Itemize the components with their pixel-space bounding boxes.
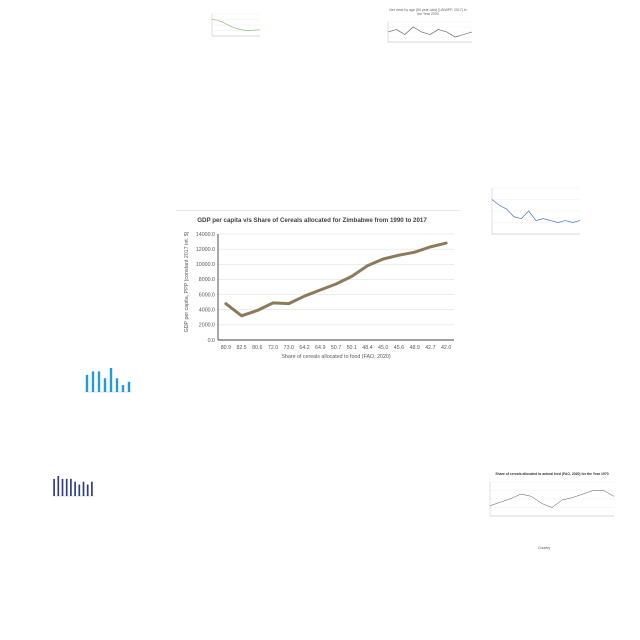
thumb-bar [91,371,95,392]
data-point [288,303,290,305]
y-tick-labels: 0.0 2000.0 4000.0 6000.0 8000.0 10000.0 12000.… [196,232,215,344]
thumb-series-line [387,26,473,38]
data-point [303,295,306,297]
x-tick-label: 42.0 [441,345,451,351]
data-point [272,302,274,304]
series-line [224,241,448,318]
x-tick-label: 73.0 [284,345,294,351]
thumb-bar [82,481,85,496]
data-point [335,283,337,285]
thumb-navy-bar-chart [52,476,94,497]
thumb-bar [74,481,76,496]
thumb-animal-feed-xlabel: Country [538,546,551,550]
x-tick-label: 64.9 [315,345,325,351]
thumb-bar [103,378,107,392]
y-tick-label: 8000.0 [199,277,215,283]
x-tick-label: 50.1 [347,345,357,351]
main-chart-svg: GDP per capita v/s Share of Cereals allo… [184,217,454,360]
thumb-bar [57,476,60,496]
thumb-bar [109,368,113,392]
thumb-bar [53,478,55,496]
x-tick-label: 45.0 [378,345,388,351]
thumb-bar [115,378,119,392]
data-point [429,246,431,248]
x-tick-label: 72.0 [268,345,278,351]
thumb-bar [97,371,101,392]
thumb-bar [121,385,125,392]
thumb-bar [85,374,89,392]
data-point [256,309,258,312]
x-tick-label: 45.6 [394,345,404,351]
y-tick-label: 12000.0 [196,247,215,253]
thumb-animal-feed-chart: Share of cereals allocated to animal fee… [478,472,618,554]
data-point [398,254,400,256]
x-tick-labels: 80.9 82.5 80.6 72.0 73.0 64.2 64.9 50.7 50.1 48.4… [221,345,452,351]
thumb-bar [61,478,64,496]
data-point [445,242,447,244]
thumb-gray-plot [387,21,473,43]
data-point [366,265,369,267]
main-chart: GDP per capita v/s Share of Cereals allo… [176,210,460,370]
x-tick-label: 64.2 [299,345,309,351]
y-tick-label: 6000.0 [199,292,215,298]
thumb-bar [86,484,89,496]
x-tick-label: 82.5 [236,345,246,351]
thumb-series-line [491,199,581,223]
thumb-bar [78,484,81,496]
data-point [319,289,321,291]
x-tick-label: 80.6 [252,345,262,351]
thumb-bar [70,478,72,496]
y-tick-label: 14000.0 [196,232,215,238]
chart-top-border [176,210,460,211]
thumb-series-line [489,490,615,508]
thumb-gray-title: Net ntms by age (50 year olds) (UNWPP, 2… [389,8,467,16]
x-tick-label: 80.9 [221,345,231,351]
thumb-lightblue-bar-chart [84,368,132,393]
thumb-gray-line-chart: Net ntms by age (50 year olds) (UNWPP, 2… [376,8,476,66]
x-tick-label: 48.9 [410,345,420,351]
data-point [351,275,353,277]
x-tick-label: 50.7 [331,345,341,351]
thumb-series-line [211,19,261,31]
data-point [414,251,416,253]
x-axis-label: Share of cereals allocated to food (FAO,… [281,354,390,360]
x-tick-label: 42.7 [425,345,435,351]
y-axis-label: GDP per capita, PPP (constant 2017 int. … [184,231,190,332]
thumb-green-line-chart [211,13,261,37]
chart-title: GDP per capita v/s Share of Cereals allo… [197,217,427,224]
y-tick-label: 10000.0 [196,262,215,268]
thumb-blue-line-chart [491,187,581,235]
y-tick-label: 4000.0 [199,308,215,314]
data-point [225,303,227,305]
thumb-animal-feed-plot [489,481,615,517]
x-tick-label: 48.4 [362,345,372,351]
thumb-bar [65,478,68,496]
y-tick-label: 0.0 [208,338,215,344]
data-point [241,315,243,317]
thumb-bar [127,381,131,392]
y-tick-label: 2000.0 [199,323,215,329]
thumb-bar [91,481,93,496]
thumb-animal-feed-title: Share of cereals allocated to animal fee… [495,472,609,476]
data-point [382,258,384,260]
thumb-green-line-plot [211,13,261,37]
